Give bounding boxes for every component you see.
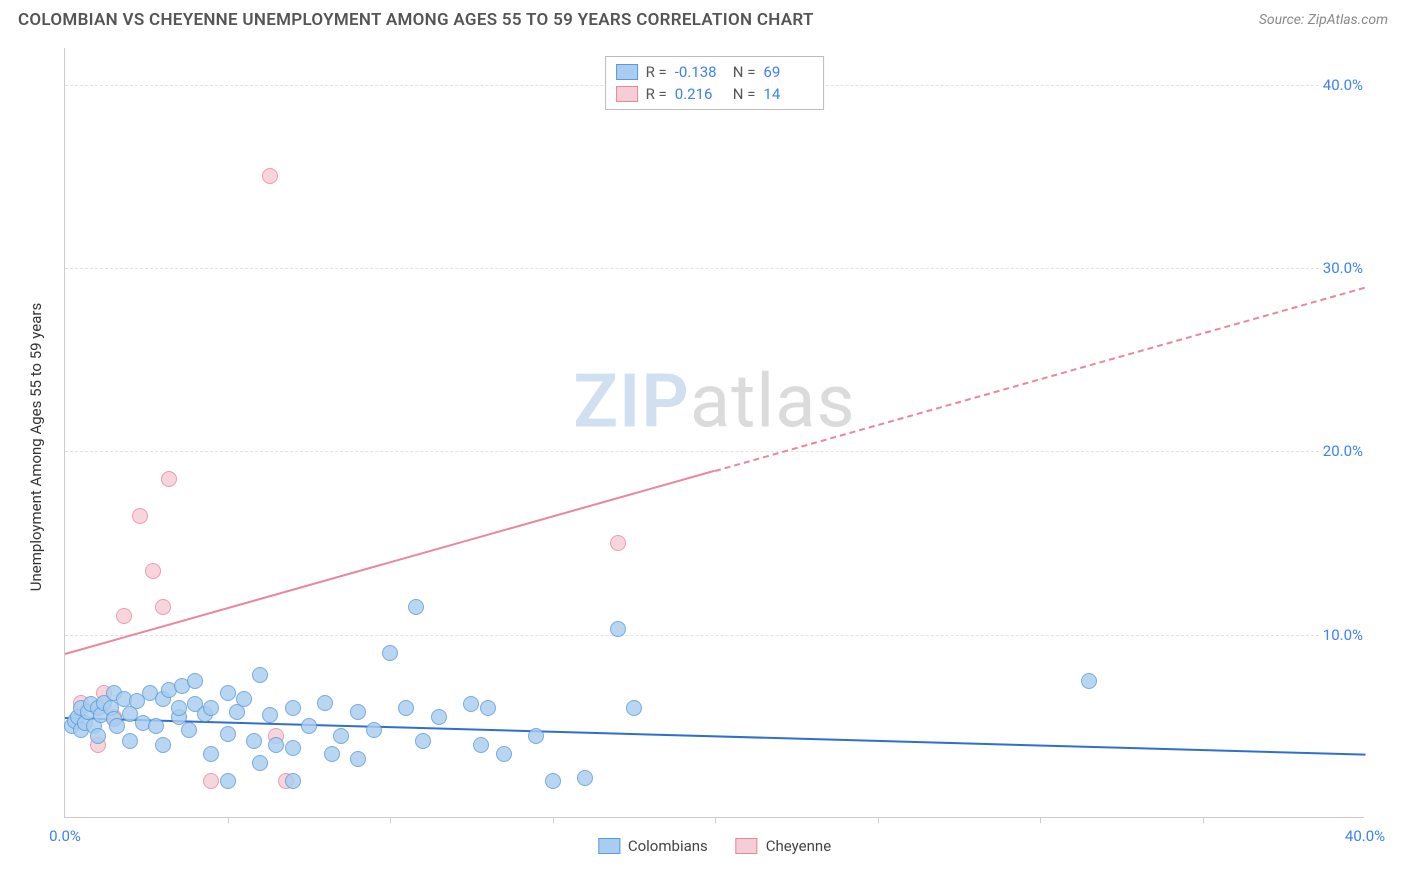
scatter-point-colombians bbox=[203, 746, 219, 762]
scatter-point-colombians bbox=[252, 667, 268, 683]
x-tick-mark bbox=[228, 817, 229, 823]
scatter-point-colombians bbox=[415, 733, 431, 749]
scatter-point-colombians bbox=[610, 621, 626, 637]
x-tick-label: 40.0% bbox=[1345, 827, 1385, 845]
scatter-point-cheyenne bbox=[155, 599, 171, 615]
scatter-point-colombians bbox=[463, 696, 479, 712]
bottom-legend: Colombians Cheyenne bbox=[598, 837, 831, 855]
stats-row-cheyenne: R = 0.216 N = 14 bbox=[616, 83, 814, 105]
watermark: ZIPatlas bbox=[573, 358, 855, 445]
chart-header: COLOMBIAN VS CHEYENNE UNEMPLOYMENT AMONG… bbox=[0, 0, 1406, 36]
scatter-point-colombians bbox=[171, 700, 187, 716]
scatter-point-colombians bbox=[350, 751, 366, 767]
y-tick-label: 30.0% bbox=[1320, 258, 1366, 278]
scatter-point-colombians bbox=[246, 733, 262, 749]
scatter-point-colombians bbox=[268, 737, 284, 753]
gridline bbox=[65, 635, 1364, 636]
scatter-point-colombians bbox=[324, 746, 340, 762]
y-axis-label: Unemployment Among Ages 55 to 59 years bbox=[27, 303, 45, 591]
x-tick-mark bbox=[390, 817, 391, 823]
swatch-colombians-legend bbox=[598, 838, 620, 854]
scatter-point-colombians bbox=[187, 673, 203, 689]
scatter-point-colombians bbox=[285, 740, 301, 756]
scatter-plot: ZIPatlas R = -0.138 N = 69 R = 0.216 N =… bbox=[64, 48, 1364, 818]
scatter-point-colombians bbox=[366, 722, 382, 738]
scatter-point-cheyenne bbox=[262, 168, 278, 184]
x-tick-mark bbox=[1040, 817, 1041, 823]
scatter-point-cheyenne bbox=[161, 471, 177, 487]
scatter-point-colombians bbox=[155, 737, 171, 753]
scatter-point-colombians bbox=[109, 718, 125, 734]
stats-row-colombians: R = -0.138 N = 69 bbox=[616, 61, 814, 83]
y-tick-label: 40.0% bbox=[1320, 75, 1366, 95]
scatter-point-colombians bbox=[252, 755, 268, 771]
scatter-point-colombians bbox=[220, 773, 236, 789]
y-tick-label: 20.0% bbox=[1320, 441, 1366, 461]
y-tick-label: 10.0% bbox=[1320, 625, 1366, 645]
scatter-point-colombians bbox=[236, 691, 252, 707]
scatter-point-colombians bbox=[382, 645, 398, 661]
scatter-point-colombians bbox=[431, 709, 447, 725]
swatch-cheyenne bbox=[616, 86, 638, 102]
scatter-point-colombians bbox=[220, 685, 236, 701]
scatter-point-cheyenne bbox=[145, 563, 161, 579]
x-tick-label: 0.0% bbox=[49, 827, 81, 845]
x-tick-mark bbox=[553, 817, 554, 823]
trend-line bbox=[715, 286, 1366, 471]
chart-title: COLOMBIAN VS CHEYENNE UNEMPLOYMENT AMONG… bbox=[18, 10, 814, 30]
scatter-point-colombians bbox=[496, 746, 512, 762]
scatter-point-colombians bbox=[528, 728, 544, 744]
gridline bbox=[65, 268, 1364, 269]
chart-area: Unemployment Among Ages 55 to 59 years Z… bbox=[50, 48, 1390, 828]
scatter-point-cheyenne bbox=[610, 535, 626, 551]
correlation-stats-box: R = -0.138 N = 69 R = 0.216 N = 14 bbox=[605, 56, 825, 110]
legend-item-cheyenne: Cheyenne bbox=[736, 837, 831, 855]
scatter-point-colombians bbox=[285, 773, 301, 789]
scatter-point-colombians bbox=[473, 737, 489, 753]
scatter-point-colombians bbox=[122, 733, 138, 749]
scatter-point-colombians bbox=[220, 726, 236, 742]
swatch-cheyenne-legend bbox=[736, 838, 758, 854]
scatter-point-colombians bbox=[181, 722, 197, 738]
x-tick-mark bbox=[715, 817, 716, 823]
scatter-point-cheyenne bbox=[132, 508, 148, 524]
scatter-point-colombians bbox=[262, 707, 278, 723]
scatter-point-colombians bbox=[350, 704, 366, 720]
scatter-point-colombians bbox=[408, 599, 424, 615]
scatter-point-colombians bbox=[398, 700, 414, 716]
scatter-point-colombians bbox=[577, 770, 593, 786]
x-tick-mark bbox=[1203, 817, 1204, 823]
scatter-point-colombians bbox=[90, 728, 106, 744]
gridline bbox=[65, 451, 1364, 452]
scatter-point-colombians bbox=[203, 700, 219, 716]
chart-source: Source: ZipAtlas.com bbox=[1259, 12, 1388, 28]
scatter-point-colombians bbox=[285, 700, 301, 716]
scatter-point-cheyenne bbox=[203, 773, 219, 789]
x-tick-mark bbox=[878, 817, 879, 823]
scatter-point-colombians bbox=[333, 728, 349, 744]
scatter-point-cheyenne bbox=[116, 608, 132, 624]
swatch-colombians bbox=[616, 64, 638, 80]
scatter-point-colombians bbox=[301, 718, 317, 734]
scatter-point-colombians bbox=[148, 718, 164, 734]
scatter-point-colombians bbox=[317, 695, 333, 711]
legend-item-colombians: Colombians bbox=[598, 837, 708, 855]
scatter-point-colombians bbox=[545, 773, 561, 789]
scatter-point-colombians bbox=[1081, 673, 1097, 689]
scatter-point-colombians bbox=[626, 700, 642, 716]
scatter-point-colombians bbox=[480, 700, 496, 716]
